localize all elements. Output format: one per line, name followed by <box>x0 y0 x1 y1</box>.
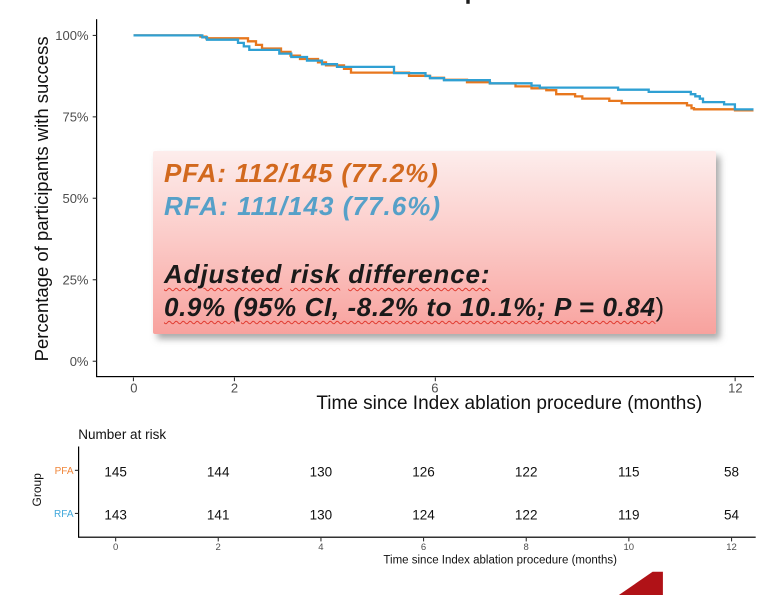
svg-text:4: 4 <box>318 542 323 553</box>
svg-text:Time since Index ablation proc: Time since Index ablation procedure (mon… <box>383 555 617 567</box>
svg-text:124: 124 <box>412 508 435 523</box>
svg-text:12: 12 <box>728 381 742 396</box>
svg-text:RFA: RFA <box>54 509 74 520</box>
svg-text:2: 2 <box>231 381 238 396</box>
svg-text:119: 119 <box>618 508 640 523</box>
svg-text:100%: 100% <box>55 28 89 43</box>
svg-text:115: 115 <box>618 465 640 480</box>
svg-text:54: 54 <box>724 508 740 523</box>
svg-text:25%: 25% <box>62 273 88 288</box>
svg-text:6: 6 <box>421 542 426 553</box>
svg-text:75%: 75% <box>62 110 88 125</box>
svg-text:50%: 50% <box>62 191 88 206</box>
svg-text:58: 58 <box>724 465 739 480</box>
svg-text:Percentage of participants wit: Percentage of participants with success <box>31 36 52 361</box>
svg-text:PFA: PFA <box>55 466 74 477</box>
svg-text:130: 130 <box>310 508 333 523</box>
svg-text:144: 144 <box>207 465 230 480</box>
svg-text:141: 141 <box>207 508 230 523</box>
svg-text:143: 143 <box>104 508 127 523</box>
svg-text:10: 10 <box>624 542 635 553</box>
svg-text:8: 8 <box>524 542 529 553</box>
svg-text:130: 130 <box>310 465 333 480</box>
svg-text:122: 122 <box>515 465 538 480</box>
svg-text:Time since Index ablation proc: Time since Index ablation procedure (mon… <box>316 393 702 414</box>
svg-text:2: 2 <box>216 542 221 553</box>
svg-text:Number at risk: Number at risk <box>78 427 166 442</box>
svg-text:6: 6 <box>431 381 438 396</box>
svg-text:122: 122 <box>515 508 538 523</box>
svg-text:Group: Group <box>30 473 44 507</box>
svg-text:0: 0 <box>113 542 118 553</box>
svg-text:126: 126 <box>412 465 435 480</box>
svg-text:0%: 0% <box>70 354 89 369</box>
svg-text:12: 12 <box>726 542 737 553</box>
svg-text:0: 0 <box>130 381 137 396</box>
svg-text:145: 145 <box>104 465 127 480</box>
